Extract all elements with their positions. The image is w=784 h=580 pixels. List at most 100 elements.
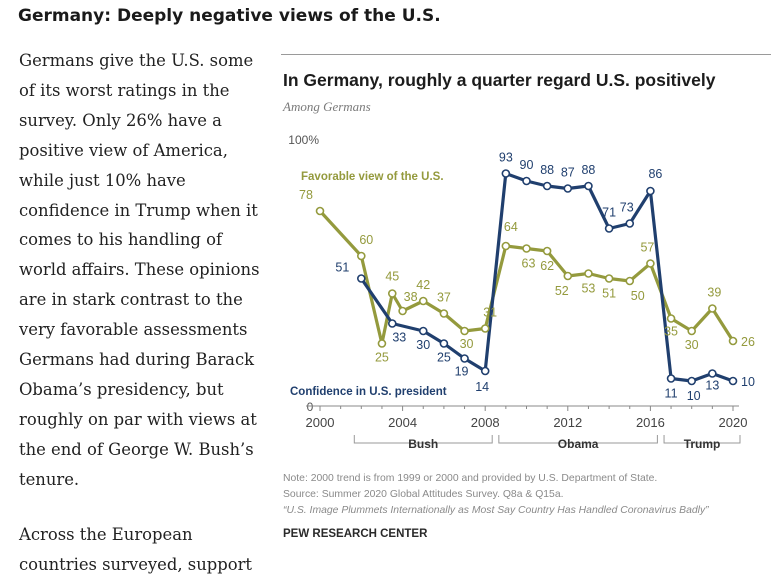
confidence-data-point (604, 224, 614, 233)
era-bracket (663, 435, 741, 444)
favorable-data-point (666, 314, 676, 323)
favorable-data-label: 25 (375, 351, 389, 365)
favorable-data-point (522, 244, 531, 253)
favorable-data-label: 57 (640, 241, 654, 255)
chart-panel: In Germany, roughly a quarter regard U.S… (281, 54, 771, 564)
chart-title: In Germany, roughly a quarter regard U.S… (283, 70, 716, 90)
favorable-data-point (418, 296, 428, 306)
favorable-data-point (387, 289, 397, 298)
favorable-data-label: 26 (741, 335, 755, 349)
panel-divider (281, 54, 771, 55)
era-label: Obama (558, 437, 599, 451)
favorable-data-point (604, 274, 614, 283)
favorable-data-label: 42 (416, 278, 430, 292)
confidence-data-label: 19 (455, 365, 469, 379)
favorable-data-label: 39 (707, 286, 721, 300)
favorable-data-point (625, 276, 635, 286)
confidence-data-point (625, 219, 635, 228)
favorable-data-point (439, 309, 449, 318)
favorable-data-label: 60 (359, 233, 373, 247)
favorable-data-label: 63 (522, 257, 536, 271)
confidence-data-label: 13 (705, 379, 719, 393)
y-axis-zero-label: 0 (307, 400, 314, 414)
confidence-data-point (584, 181, 593, 191)
confidence-data-label: 11 (665, 387, 678, 401)
favorable-data-label: 30 (460, 337, 474, 351)
confidence-data-label: 73 (620, 201, 634, 215)
favorable-data-label: 31 (483, 306, 497, 320)
confidence-data-point (460, 354, 469, 363)
favorable-data-label: 51 (602, 287, 616, 301)
chart-note: Note: 2000 trend is from 1999 or 2000 an… (283, 473, 658, 484)
confidence-data-label: 33 (392, 331, 406, 345)
era-label: Bush (408, 437, 438, 451)
confidence-data-point (387, 319, 397, 328)
confidence-data-label: 30 (416, 338, 430, 352)
article-paragraph: Across the European countries surveyed, … (19, 525, 253, 574)
confidence-data-point (542, 181, 552, 191)
confidence-data-label: 90 (520, 158, 534, 172)
favorable-data-point (708, 304, 717, 313)
confidence-series-label: Confidence in U.S. president (290, 386, 447, 398)
favorable-data-label: 52 (555, 284, 569, 298)
favorable-data-point (646, 259, 655, 268)
confidence-data-point (708, 369, 717, 378)
brand-logo-text: PEW RESEARCH CENTER (283, 528, 428, 540)
favorable-data-point (460, 326, 469, 336)
x-tick-label: 2004 (388, 415, 417, 430)
confidence-data-label: 87 (561, 166, 575, 180)
confidence-data-point (687, 376, 697, 386)
confidence-data-point (418, 326, 428, 336)
confidence-data-point (666, 374, 676, 383)
era-bracket (498, 435, 658, 444)
favorable-data-label: 30 (685, 338, 699, 352)
article-text: Germans give the U.S. some of its worst … (19, 46, 269, 574)
favorable-data-label: 35 (664, 325, 678, 339)
favorable-data-point (315, 206, 325, 216)
x-tick-label: 2016 (636, 415, 665, 430)
chart-source: Source: Summer 2020 Global Attitudes Sur… (283, 489, 564, 500)
favorable-data-point (501, 241, 511, 251)
favorable-data-point (480, 324, 490, 333)
x-tick-label: 2000 (306, 415, 335, 430)
y-axis-max-label: 100% (288, 133, 319, 147)
favorable-series-label: Favorable view of the U.S. (301, 171, 444, 183)
favorable-data-label: 53 (581, 282, 595, 296)
favorable-data-label: 64 (504, 220, 518, 234)
favorable-data-point (542, 246, 552, 256)
favorable-data-label: 50 (631, 289, 645, 303)
article-paragraph: Germans give the U.S. some of its worst … (19, 51, 260, 489)
confidence-data-point (439, 339, 449, 348)
confidence-data-point (522, 176, 531, 186)
favorable-data-point (357, 251, 366, 261)
x-tick-label: 2008 (471, 415, 500, 430)
confidence-data-label: 25 (437, 351, 451, 365)
era-label: Trump (684, 437, 721, 451)
confidence-data-point (357, 274, 366, 283)
favorable-data-point (728, 336, 738, 346)
confidence-data-label: 10 (741, 375, 755, 389)
confidence-data-label: 10 (687, 389, 701, 403)
favorable-data-point (398, 306, 407, 316)
confidence-data-point (480, 366, 490, 376)
favorable-data-label: 78 (299, 188, 313, 202)
era-bracket (353, 435, 493, 444)
favorable-data-point (563, 271, 573, 281)
confidence-data-point (728, 376, 738, 386)
confidence-data-label: 93 (499, 151, 513, 165)
favorable-data-point (584, 269, 593, 278)
confidence-data-label: 88 (581, 163, 595, 177)
favorable-data-point (377, 339, 387, 348)
confidence-data-label: 71 (602, 206, 616, 220)
x-tick-label: 2020 (719, 415, 748, 430)
favorable-data-label: 62 (540, 259, 554, 273)
confidence-data-label: 14 (475, 380, 489, 394)
favorable-data-point (687, 326, 697, 336)
favorable-data-label: 45 (385, 270, 399, 284)
confidence-data-label: 86 (648, 167, 662, 181)
report-title: “U.S. Image Plummets Internationally as … (283, 505, 709, 516)
confidence-data-label: 88 (540, 163, 554, 177)
confidence-data-point (646, 186, 655, 196)
confidence-data-point (501, 169, 511, 178)
